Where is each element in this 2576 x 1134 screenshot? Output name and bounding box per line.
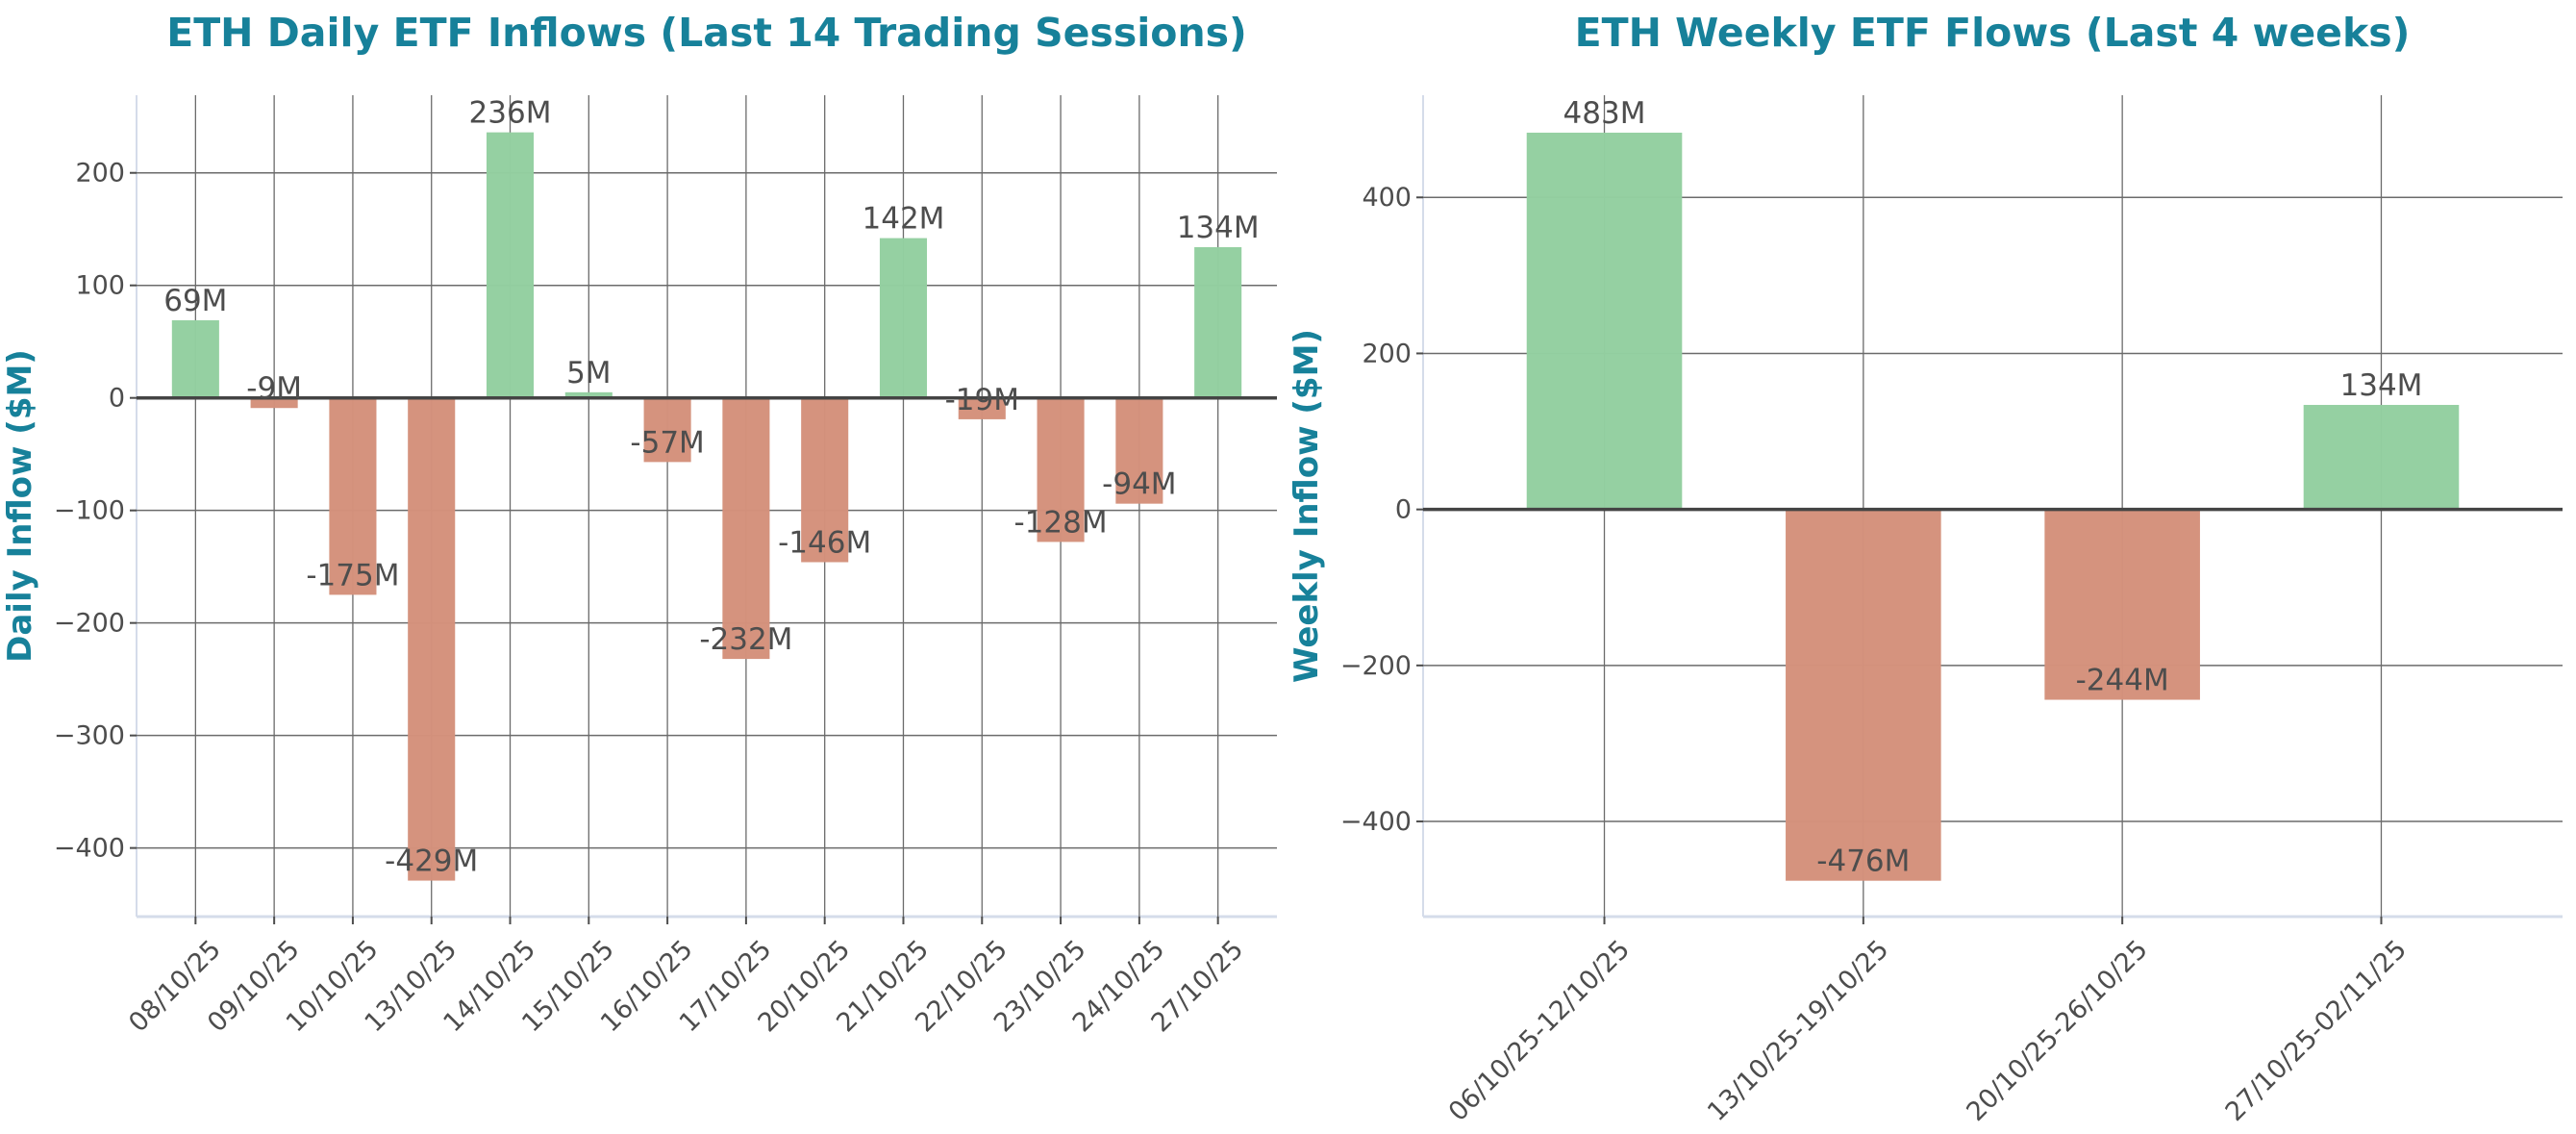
- y-tick-label: −100: [54, 496, 125, 526]
- data-label: 142M: [863, 202, 945, 237]
- bar-16/10/25: [643, 397, 691, 463]
- data-label: -175M: [306, 558, 399, 592]
- x-tick-label: 20/10/25-26/10/25: [1961, 935, 2153, 1127]
- y-tick-label: 200: [75, 159, 125, 189]
- bar-27/10/25: [1194, 246, 1242, 398]
- chart-panel-2: ETH Weekly ETF Flows (Last 4 weeks) Weekl…: [1288, 10, 2563, 1127]
- y-tick-label: −300: [54, 721, 125, 751]
- chart-title: ETH Daily ETF Inflows (Last 14 Trading S…: [166, 10, 1247, 56]
- x-tick-label: 13/10/25-19/10/25: [1702, 935, 1894, 1127]
- bar-13/10/25-19/10/25: [1786, 509, 1941, 881]
- y-tick-label: −400: [1340, 807, 1412, 837]
- bar-09/10/25: [250, 397, 298, 409]
- bar-20/10/25-26/10/25: [2044, 509, 2200, 700]
- bar-27/10/25-02/11/25: [2303, 404, 2460, 510]
- chart-title: ETH Weekly ETF Flows (Last 4 weeks): [1575, 10, 2411, 56]
- data-label: -476M: [1816, 844, 1910, 879]
- bar-10/10/25: [329, 397, 377, 595]
- bar-08/10/25: [171, 319, 219, 398]
- y-tick-label: 100: [75, 271, 125, 301]
- data-label: 134M: [1177, 211, 1260, 245]
- data-label: -429M: [385, 844, 478, 879]
- y-tick-label: −200: [54, 609, 125, 639]
- data-label: -19M: [945, 383, 1019, 417]
- bar-14/10/25: [486, 132, 535, 398]
- bar-17/10/25: [722, 397, 770, 660]
- data-label: -9M: [246, 371, 302, 406]
- bar-21/10/25: [879, 238, 928, 398]
- x-tick-label: 06/10/25-12/10/25: [1443, 935, 1636, 1127]
- bar-22/10/25: [958, 397, 1006, 419]
- chart-panel-1: ETH Daily ETF Inflows (Last 14 Trading S…: [1, 10, 1277, 1038]
- data-label: 236M: [469, 96, 552, 131]
- data-label: 69M: [163, 284, 227, 318]
- y-tick-label: 200: [1362, 339, 1412, 368]
- y-tick-label: 0: [1395, 495, 1412, 525]
- bar-13/10/25: [408, 397, 456, 881]
- data-label: -244M: [2076, 664, 2169, 698]
- data-label: 5M: [566, 356, 611, 391]
- data-label: 134M: [2340, 368, 2423, 403]
- y-axis-label: Weekly Inflow ($M): [1288, 329, 1326, 683]
- x-tick-label: 27/10/25-02/11/25: [2220, 935, 2413, 1127]
- data-label: -128M: [1014, 505, 1108, 540]
- bar-15/10/25: [564, 391, 613, 398]
- data-label: -146M: [778, 525, 871, 560]
- data-label: -232M: [699, 622, 792, 657]
- data-label: -94M: [1102, 467, 1176, 502]
- data-label: 483M: [1563, 96, 1646, 131]
- bar-20/10/25: [801, 397, 849, 563]
- y-tick-label: −400: [54, 834, 125, 864]
- y-tick-label: 400: [1362, 183, 1412, 213]
- bar-06/10/25-12/10/25: [1526, 132, 1683, 510]
- y-tick-label: 0: [109, 384, 125, 414]
- bar-23/10/25: [1037, 397, 1085, 542]
- y-axis-label: Daily Inflow ($M): [1, 349, 39, 663]
- y-tick-label: −200: [1340, 651, 1412, 681]
- bar-24/10/25: [1115, 397, 1163, 504]
- data-label: -57M: [630, 425, 704, 460]
